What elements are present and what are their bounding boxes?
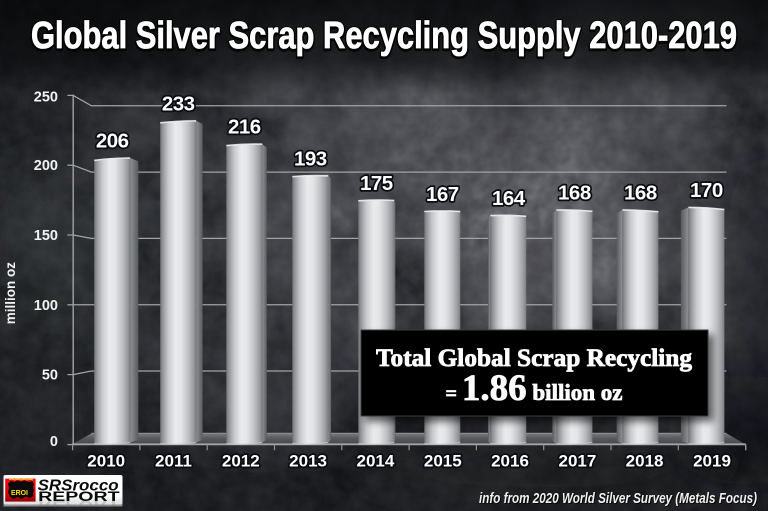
svg-text:100: 100	[34, 298, 58, 314]
svg-text:50: 50	[42, 368, 58, 384]
svg-text:206: 206	[96, 130, 129, 153]
svg-text:0: 0	[50, 434, 58, 450]
svg-text:2015: 2015	[424, 452, 462, 471]
svg-text:2010: 2010	[87, 452, 125, 471]
svg-text:2018: 2018	[626, 452, 664, 471]
svg-text:167: 167	[426, 183, 459, 206]
svg-text:2017: 2017	[558, 452, 596, 471]
svg-text:REPORT: REPORT	[38, 489, 121, 504]
svg-text:193: 193	[294, 147, 327, 170]
svg-text:175: 175	[360, 172, 393, 195]
svg-text:REPORT: REPORT	[38, 498, 121, 511]
svg-text:150: 150	[34, 228, 58, 244]
svg-text:2016: 2016	[491, 452, 529, 471]
svg-text:EROI: EROI	[11, 488, 28, 497]
svg-text:2012: 2012	[222, 452, 260, 471]
svg-text:Global Silver Scrap Recycling: Global Silver Scrap Recycling Supply 201…	[31, 15, 737, 57]
svg-text:Total Global Scrap Recycling: Total Global Scrap Recycling	[376, 345, 693, 372]
svg-text:= 1.86 billion oz: = 1.86 billion oz	[445, 368, 622, 409]
svg-text:Global Silver Scrap Recycling: Global Silver Scrap Recycling Supply 201…	[31, 16, 737, 58]
svg-text:2013: 2013	[289, 452, 327, 471]
svg-text:170: 170	[690, 179, 723, 202]
svg-text:SRSrocco: SRSrocco	[38, 478, 119, 495]
svg-text:info from 2020 World Silver Su: info from 2020 World Silver Survey (Meta…	[479, 491, 757, 507]
svg-text:216: 216	[228, 116, 261, 139]
svg-text:168: 168	[558, 182, 591, 205]
svg-text:233: 233	[162, 92, 195, 115]
svg-text:2019: 2019	[693, 452, 731, 471]
svg-text:168: 168	[624, 182, 657, 205]
svg-text:164: 164	[492, 187, 526, 210]
svg-text:2011: 2011	[155, 452, 192, 471]
svg-text:info from 2020 World Silver Su: info from 2020 World Silver Survey (Meta…	[480, 492, 758, 508]
svg-text:250: 250	[34, 89, 58, 105]
svg-text:2014: 2014	[356, 452, 394, 471]
svg-text:million oz: million oz	[3, 262, 18, 324]
svg-text:200: 200	[34, 158, 58, 174]
